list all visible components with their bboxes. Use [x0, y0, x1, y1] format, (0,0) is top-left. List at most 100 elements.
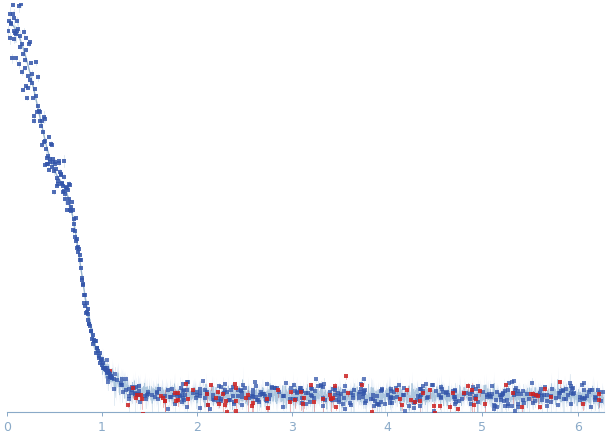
- Point: [222, 409, 232, 416]
- Point: [291, 396, 300, 403]
- Point: [228, 383, 238, 390]
- Point: [157, 393, 166, 400]
- Point: [102, 368, 112, 375]
- Point: [46, 155, 55, 162]
- Point: [330, 387, 340, 394]
- Point: [288, 395, 297, 402]
- Point: [30, 85, 40, 92]
- Point: [107, 375, 117, 382]
- Point: [310, 399, 319, 406]
- Point: [422, 394, 432, 401]
- Point: [532, 391, 541, 398]
- Point: [510, 386, 520, 393]
- Point: [188, 387, 198, 394]
- Point: [429, 408, 439, 415]
- Point: [75, 252, 84, 259]
- Point: [519, 399, 529, 406]
- Point: [546, 399, 555, 406]
- Point: [261, 397, 271, 404]
- Point: [339, 400, 348, 407]
- Point: [237, 390, 247, 397]
- Point: [247, 403, 257, 410]
- Point: [177, 391, 187, 398]
- Point: [56, 170, 66, 177]
- Point: [293, 389, 302, 396]
- Point: [546, 392, 556, 399]
- Point: [472, 385, 481, 392]
- Point: [212, 398, 222, 405]
- Point: [360, 399, 370, 406]
- Point: [561, 385, 571, 392]
- Point: [195, 405, 205, 412]
- Point: [76, 256, 86, 263]
- Point: [267, 383, 277, 390]
- Point: [251, 383, 261, 390]
- Point: [395, 395, 405, 402]
- Point: [81, 309, 91, 316]
- Point: [15, 3, 24, 10]
- Point: [373, 400, 383, 407]
- Point: [553, 401, 563, 408]
- Point: [560, 395, 569, 402]
- Point: [334, 393, 344, 400]
- Point: [77, 275, 87, 282]
- Point: [153, 396, 163, 403]
- Point: [387, 399, 397, 406]
- Point: [296, 384, 305, 391]
- Point: [270, 385, 280, 392]
- Point: [96, 356, 106, 363]
- Point: [554, 389, 564, 396]
- Point: [27, 70, 37, 77]
- Point: [200, 387, 209, 394]
- Point: [317, 383, 327, 390]
- Point: [59, 188, 69, 195]
- Point: [7, 20, 16, 27]
- Point: [195, 393, 205, 400]
- Point: [72, 245, 82, 252]
- Point: [290, 388, 300, 395]
- Point: [231, 385, 240, 392]
- Point: [469, 402, 479, 409]
- Point: [152, 388, 161, 395]
- Point: [58, 183, 68, 190]
- Point: [262, 398, 272, 405]
- Point: [18, 51, 28, 58]
- Point: [310, 388, 320, 395]
- Point: [377, 387, 387, 394]
- Point: [109, 375, 119, 382]
- Point: [394, 382, 404, 388]
- Point: [87, 335, 97, 342]
- Point: [188, 390, 198, 397]
- Point: [478, 389, 488, 396]
- Point: [500, 402, 510, 409]
- Point: [386, 394, 396, 401]
- Point: [41, 146, 51, 153]
- Point: [471, 393, 481, 400]
- Point: [578, 400, 588, 407]
- Point: [586, 403, 596, 410]
- Point: [318, 395, 328, 402]
- Point: [176, 385, 186, 392]
- Point: [177, 399, 187, 406]
- Point: [22, 46, 32, 53]
- Point: [361, 387, 370, 394]
- Point: [566, 382, 576, 389]
- Point: [431, 387, 441, 394]
- Point: [330, 384, 339, 391]
- Point: [251, 394, 261, 401]
- Point: [241, 395, 251, 402]
- Point: [52, 182, 61, 189]
- Point: [144, 391, 154, 398]
- Point: [354, 395, 364, 402]
- Point: [270, 385, 279, 392]
- Point: [38, 117, 47, 124]
- Point: [594, 390, 604, 397]
- Point: [100, 365, 109, 372]
- Point: [410, 399, 419, 406]
- Point: [513, 403, 523, 410]
- Point: [410, 399, 420, 406]
- Point: [171, 401, 180, 408]
- Point: [359, 388, 369, 395]
- Point: [438, 388, 448, 395]
- Point: [491, 397, 501, 404]
